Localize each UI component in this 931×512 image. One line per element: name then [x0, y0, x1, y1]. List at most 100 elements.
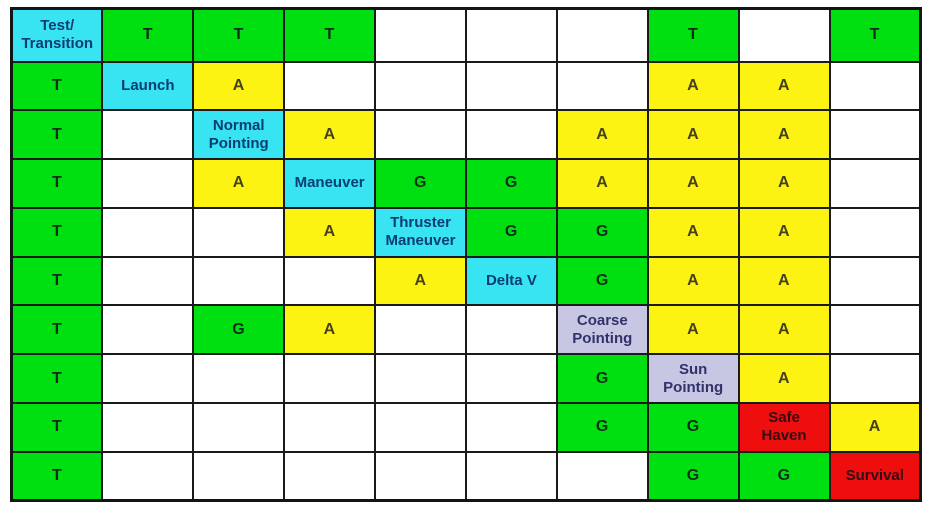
- mode-name-cell: Thruster Maneuver: [374, 206, 467, 258]
- transition-letter-cell: A: [646, 109, 740, 161]
- transition-letter-cell: G: [555, 206, 649, 258]
- transition-letter-cell: A: [374, 255, 467, 307]
- transition-letter-cell: A: [192, 60, 286, 112]
- empty-cell: [192, 206, 286, 258]
- mode-name-cell: Sun Pointing: [646, 353, 740, 405]
- transition-letter-cell: G: [555, 402, 649, 453]
- empty-cell: [464, 60, 558, 112]
- empty-cell: [101, 109, 195, 161]
- transition-letter-cell: T: [10, 158, 104, 209]
- transition-letter-cell: G: [646, 450, 740, 502]
- empty-cell: [374, 7, 467, 63]
- table-row: Test/ Transition T T T T T: [10, 7, 922, 63]
- transition-letter-cell: T: [10, 304, 104, 356]
- empty-cell: [828, 109, 922, 161]
- empty-cell: [828, 255, 922, 307]
- empty-cell: [555, 60, 649, 112]
- transition-letter-cell: T: [10, 450, 104, 502]
- transition-letter-cell: A: [737, 255, 831, 307]
- empty-cell: [374, 109, 467, 161]
- empty-cell: [101, 402, 195, 453]
- transition-letter-cell: A: [737, 353, 831, 405]
- transition-letter-cell: A: [283, 109, 377, 161]
- transition-letter-cell: G: [737, 450, 831, 502]
- mode-transition-matrix: Test/ Transition T T T T T T Launch A A A T Normal P…: [10, 7, 922, 503]
- table-row: T Launch A A A: [10, 60, 922, 112]
- transition-letter-cell: A: [646, 60, 740, 112]
- transition-letter-cell: G: [555, 255, 649, 307]
- empty-cell: [283, 353, 377, 405]
- empty-cell: [283, 402, 377, 453]
- table-row: T G A Coarse Pointing A A: [10, 304, 922, 356]
- transition-letter-cell: A: [828, 402, 922, 453]
- transition-letter-cell: A: [737, 60, 831, 112]
- table-row: T G Sun Pointing A: [10, 353, 922, 405]
- empty-cell: [464, 109, 558, 161]
- empty-cell: [192, 255, 286, 307]
- matrix-body: Test/ Transition T T T T T T Launch A A A T Normal P…: [10, 7, 922, 502]
- transition-letter-cell: T: [828, 7, 922, 63]
- transition-letter-cell: A: [646, 255, 740, 307]
- empty-cell: [828, 304, 922, 356]
- empty-cell: [464, 304, 558, 356]
- mode-name-cell: Coarse Pointing: [555, 304, 649, 356]
- empty-cell: [828, 206, 922, 258]
- table-row: T Normal Pointing A A A A: [10, 109, 922, 161]
- transition-letter-cell: A: [555, 109, 649, 161]
- transition-letter-cell: A: [737, 109, 831, 161]
- transition-letter-cell: A: [737, 158, 831, 209]
- empty-cell: [555, 450, 649, 502]
- table-row: T G G Survival: [10, 450, 922, 502]
- empty-cell: [374, 402, 467, 453]
- transition-letter-cell: G: [646, 402, 740, 453]
- transition-letter-cell: A: [192, 158, 286, 209]
- mode-name-cell: Normal Pointing: [192, 109, 286, 161]
- transition-letter-cell: T: [10, 402, 104, 453]
- empty-cell: [283, 255, 377, 307]
- transition-letter-cell: T: [646, 7, 740, 63]
- mode-name-cell: Launch: [101, 60, 195, 112]
- empty-cell: [828, 158, 922, 209]
- mode-name-cell: Delta V: [464, 255, 558, 307]
- table-row: T A Thruster Maneuver G G A A: [10, 206, 922, 258]
- transition-letter-cell: G: [555, 353, 649, 405]
- transition-letter-cell: T: [10, 60, 104, 112]
- empty-cell: [737, 7, 831, 63]
- mode-name-cell: Test/ Transition: [10, 7, 104, 63]
- empty-cell: [374, 353, 467, 405]
- transition-letter-cell: T: [10, 353, 104, 405]
- empty-cell: [192, 353, 286, 405]
- transition-letter-cell: T: [283, 7, 377, 63]
- transition-letter-cell: G: [464, 158, 558, 209]
- empty-cell: [374, 450, 467, 502]
- transition-letter-cell: A: [646, 158, 740, 209]
- empty-cell: [555, 7, 649, 63]
- mode-name-cell: Maneuver: [283, 158, 377, 209]
- transition-letter-cell: G: [464, 206, 558, 258]
- transition-letter-cell: T: [10, 206, 104, 258]
- transition-letter-cell: G: [374, 158, 467, 209]
- transition-letter-cell: A: [737, 304, 831, 356]
- table-row: T A Maneuver G G A A A: [10, 158, 922, 209]
- empty-cell: [464, 7, 558, 63]
- transition-letter-cell: A: [555, 158, 649, 209]
- mode-name-cell: Safe Haven: [737, 402, 831, 453]
- empty-cell: [101, 255, 195, 307]
- empty-cell: [283, 60, 377, 112]
- empty-cell: [464, 353, 558, 405]
- empty-cell: [464, 450, 558, 502]
- transition-letter-cell: A: [737, 206, 831, 258]
- transition-letter-cell: G: [192, 304, 286, 356]
- empty-cell: [192, 402, 286, 453]
- empty-cell: [192, 450, 286, 502]
- transition-letter-cell: A: [283, 304, 377, 356]
- mode-name-cell: Survival: [828, 450, 922, 502]
- transition-letter-cell: T: [101, 7, 195, 63]
- transition-letter-cell: T: [192, 7, 286, 63]
- table-row: T G G Safe Haven A: [10, 402, 922, 453]
- transition-letter-cell: A: [646, 304, 740, 356]
- transition-letter-cell: T: [10, 255, 104, 307]
- empty-cell: [828, 353, 922, 405]
- empty-cell: [101, 158, 195, 209]
